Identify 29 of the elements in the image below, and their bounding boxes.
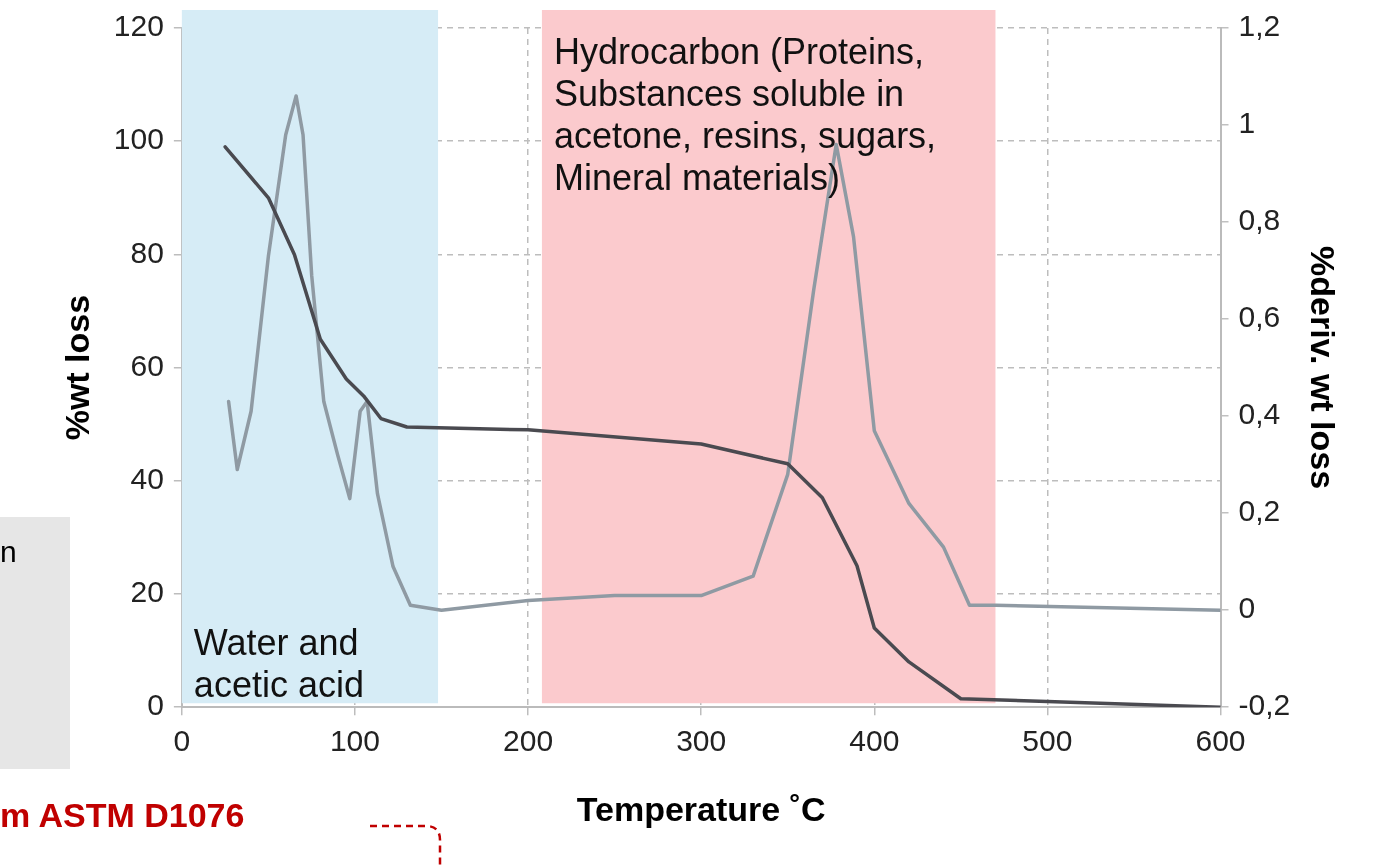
x-tick-label: 100 (329, 724, 380, 758)
y2-tick-label: 1,2 (1238, 9, 1281, 43)
y-tick-label: 0 (147, 688, 164, 722)
y-tick-label: 80 (130, 235, 164, 269)
x-tick-label: 600 (1195, 724, 1246, 758)
y-tick-label: 40 (130, 462, 164, 496)
y2-tick-label: 1 (1238, 106, 1256, 140)
y2-tick-label: 0,4 (1238, 397, 1281, 431)
band-label: Water and acetic acid (193, 622, 364, 706)
x-tick-label: 500 (1022, 724, 1073, 758)
x-tick-label: 300 (676, 724, 727, 758)
y2-tick-label: 0,6 (1238, 300, 1281, 334)
x-tick-label: 0 (173, 724, 191, 758)
y-tick-label: 20 (130, 575, 164, 609)
text: m ASTM D1076 (0, 796, 245, 835)
x-tick-label: 400 (849, 724, 900, 758)
panel-box: n (0, 517, 70, 769)
y2-tick-label: 0 (1238, 591, 1256, 625)
y2-axis-title: %deriv. wt loss (1304, 246, 1343, 490)
band-label: Hydrocarbon (Proteins, Substances soluble in acetone, resins, sugars, Mineral materials) (553, 30, 937, 198)
x-tick-label: 200 (503, 724, 554, 758)
y-tick-label: 60 (130, 348, 164, 382)
y-tick-label: 100 (113, 122, 164, 156)
y2-tick-label: 0,8 (1238, 203, 1281, 237)
x-axis-title: Temperature ˚C (576, 789, 826, 828)
y2-tick-label: -0,2 (1238, 688, 1291, 722)
y-axis-title: %wt loss (57, 294, 96, 441)
y2-tick-label: 0,2 (1238, 494, 1281, 528)
y-tick-label: 120 (113, 9, 164, 43)
